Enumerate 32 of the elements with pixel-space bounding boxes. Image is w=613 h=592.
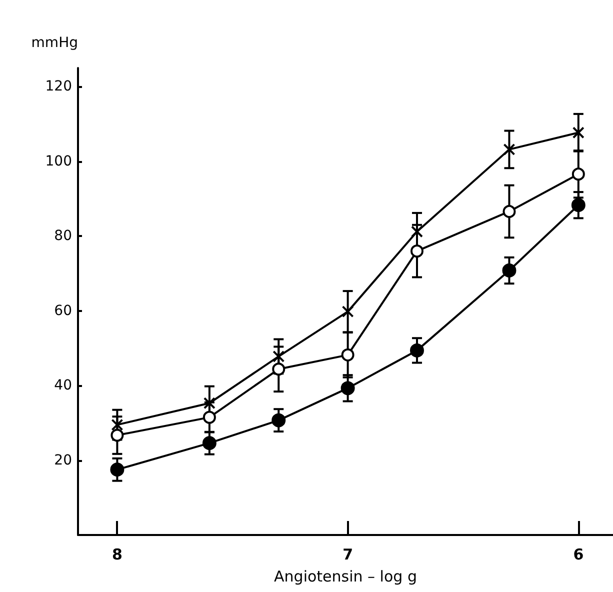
point [340, 381, 355, 396]
point [572, 168, 585, 181]
point [572, 126, 584, 139]
point [202, 436, 216, 450]
point [502, 204, 516, 218]
point [571, 198, 586, 212]
point [202, 410, 216, 424]
y-tick-label: 20 [54, 452, 72, 468]
point [341, 348, 354, 362]
point [110, 428, 124, 442]
y-axis-title: mmHg [31, 35, 78, 51]
point [203, 397, 216, 410]
y-tick-label: 80 [54, 228, 72, 244]
point [272, 350, 285, 362]
x-axis-title: Angiotensin – log g [274, 568, 417, 586]
x-tick-label: 8 [112, 546, 122, 564]
y-tick-label: 40 [54, 378, 72, 394]
point [111, 418, 124, 431]
point [502, 263, 516, 278]
point [110, 462, 124, 477]
x-tick-label: 6 [573, 546, 584, 564]
y-tick-label: 120 [45, 78, 72, 95]
point [272, 413, 286, 428]
point [410, 343, 424, 358]
y-tick-label: 60 [54, 302, 72, 319]
point [410, 226, 423, 238]
point [272, 362, 286, 376]
point [410, 244, 424, 258]
x-tick-label: 7 [342, 546, 354, 564]
point [503, 143, 516, 156]
y-tick-label: 100 [45, 153, 72, 170]
point [342, 306, 354, 318]
